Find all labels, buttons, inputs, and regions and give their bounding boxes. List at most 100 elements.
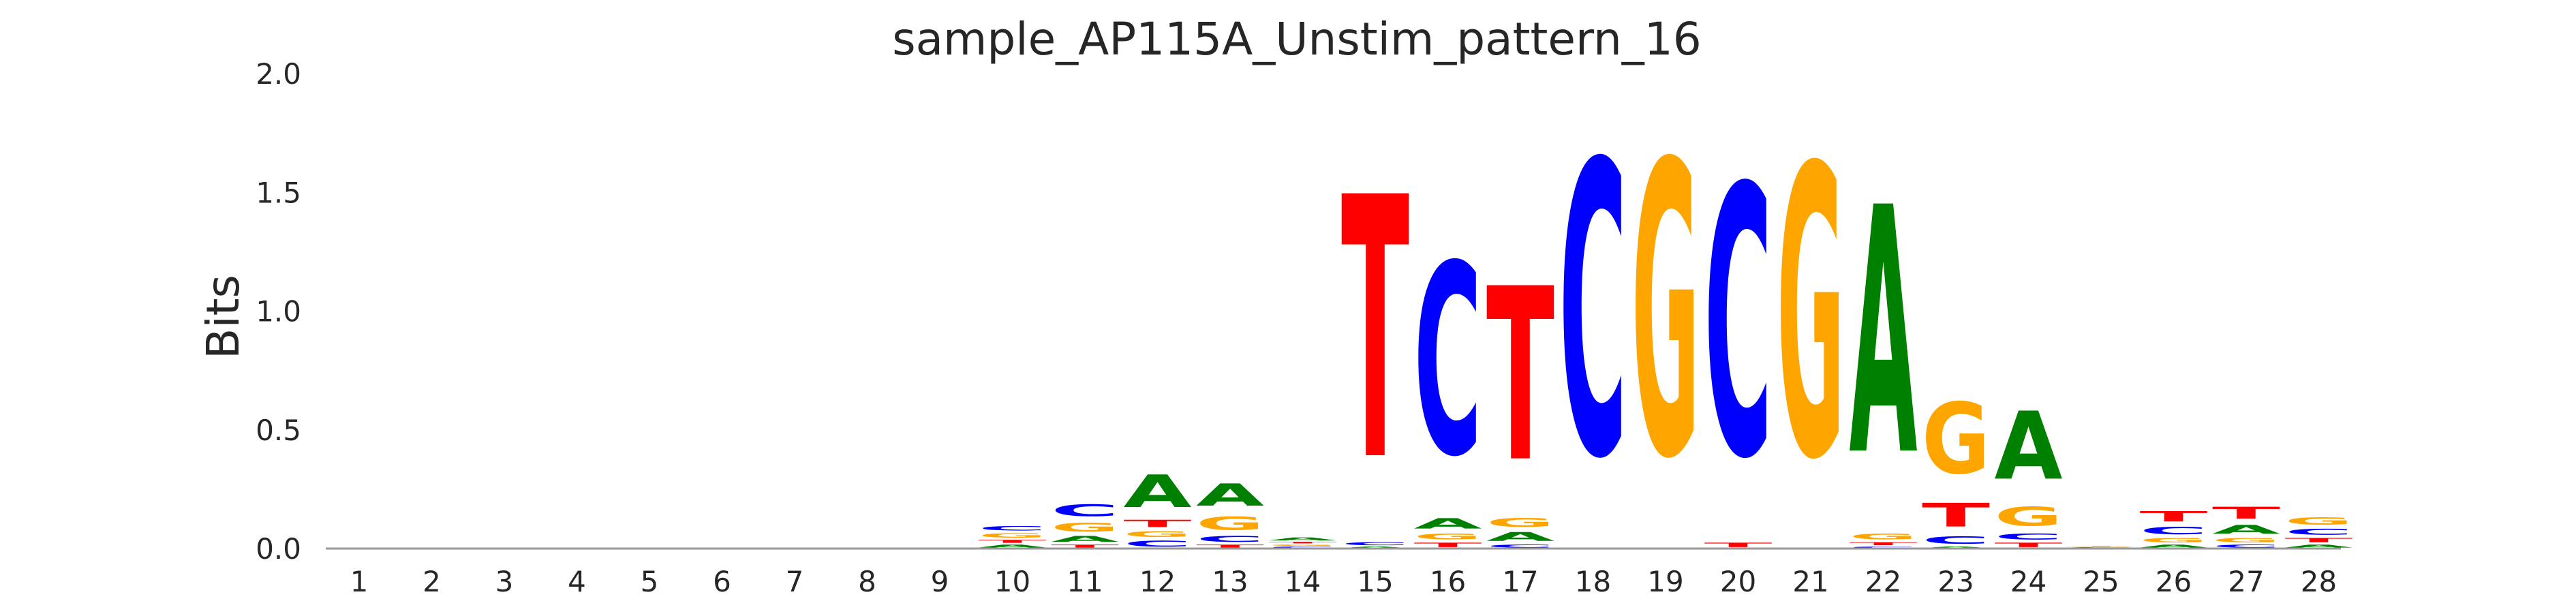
y-tick-label: 2.0 [256,57,301,91]
logo-letter-c: C [1196,534,1264,544]
logo-letter-c: C [979,525,1047,532]
logo-letter-c: C [1414,209,1482,514]
logo-letter-c: C [2212,544,2280,549]
logo-letter-c: C [1559,79,1627,546]
x-tick-label: 28 [2301,565,2337,598]
logo-letter-t: T [1124,518,1192,529]
logo-letter-c: C [2067,547,2135,548]
logo-letter-t: T [1414,542,1482,549]
x-tick-label: 4 [568,565,586,598]
x-tick-label: 6 [713,565,731,598]
x-tick-label: 24 [2010,565,2046,598]
x-axis-ticks: 1 2 3 4 5 6 7 8 9 10 11 12 13 14 15 16 17 18 19 20 21 22 23 24 2… [350,565,2337,598]
x-tick-label: 16 [1430,565,1466,598]
logo-letter-g: G [2212,537,2280,544]
logo-letter-a: A [1051,534,1119,544]
logo-letter-a: A [1486,529,1554,544]
x-tick-label: 21 [1792,565,1828,598]
logo-letter-a: A [979,544,1047,549]
logo-letter-g: G [2067,546,2135,547]
logo-column: G [1631,80,1700,548]
logo-letter-t: T [2285,537,2353,544]
logo-letter-t: T [1704,542,1773,549]
logo-letter-a: A [2285,544,2353,549]
logo-letter-a: A [2140,544,2208,549]
logo-letter-c: C [2140,525,2208,536]
y-tick-label: 0.0 [256,532,301,566]
x-tick-label: 1 [350,565,369,598]
x-tick-label: 26 [2156,565,2192,598]
logo-letter-t: T [1486,239,1555,515]
x-tick-label: 22 [1865,565,1901,598]
logo-column: G [1777,85,1845,547]
logo-letter-a: A [1414,515,1483,532]
logo-letter-g: G [1124,529,1192,539]
logo-letter-g: G [1995,502,2063,532]
logo-letter-a: A [1269,537,1337,542]
logo-letter-g: G [1051,520,1119,534]
logo-letter-t: T [1269,542,1337,544]
logo-letter-g: G [1631,80,1700,548]
logo-letter-t: T [1051,544,1119,549]
x-tick-label: 2 [423,565,441,598]
logo-letter-g: G [2285,515,2353,527]
x-tick-label: 25 [2083,565,2119,598]
logo-column: ACT [1341,123,1410,549]
logo-letter-g: G [1777,85,1845,547]
logo-letter-a: A [1124,466,1192,518]
logo-letter-g: G [1269,544,1337,546]
y-axis-label: Bits [197,275,249,359]
x-tick-label: 15 [1357,565,1393,598]
x-tick-label: 23 [1937,565,1974,598]
logo-letter-c: C [1269,546,1337,549]
x-tick-label: 11 [1067,565,1103,598]
logo-letter-a: A [1995,392,2063,501]
logo-letter-t: T [1850,542,1918,546]
x-tick-label: 20 [1720,565,1756,598]
logo-letter-g: G [1922,384,1990,497]
logo-column: TC [1704,110,1773,549]
y-axis-ticks: 0.0 0.5 1.0 1.5 2.0 [256,57,301,566]
x-tick-label: 19 [1647,565,1683,598]
logo-letter-c: C [1704,110,1773,540]
logo-letter-t: T [1922,496,1990,534]
logo-letter-t: T [2140,508,2208,525]
x-tick-label: 27 [2228,565,2264,598]
logo-letter-a: A [1850,136,1918,531]
x-tick-label: 12 [1139,565,1176,598]
logo-letter-g: G [1414,532,1482,542]
logo-letter-c: C [1994,532,2062,542]
y-tick-label: 1.0 [256,295,301,328]
logo-letter-t: T [1995,542,2063,549]
x-tick-label: 10 [994,565,1030,598]
x-tick-label: 3 [495,565,514,598]
logo-letter-c: C [1486,544,1554,549]
logo-letter-a: A [2212,523,2280,537]
logo-letter-c: C [1341,542,1409,546]
logo-letter-c: C [2284,527,2352,537]
logo-letter-g: G [2140,537,2208,544]
logo-letter-t: T [1196,544,1264,549]
logo-letter-t: T [1341,123,1410,540]
logo-letter-g: G [1850,532,1918,542]
logo-letter-a: A [1341,546,1409,549]
logo-letter-c: C [1123,539,1191,549]
logo-letter-c: C [1051,502,1119,521]
logo-letter-a: A [1196,477,1264,512]
logo-letter-t: T [979,539,1047,544]
y-tick-label: 1.5 [256,176,301,209]
x-tick-label: 7 [786,565,804,598]
